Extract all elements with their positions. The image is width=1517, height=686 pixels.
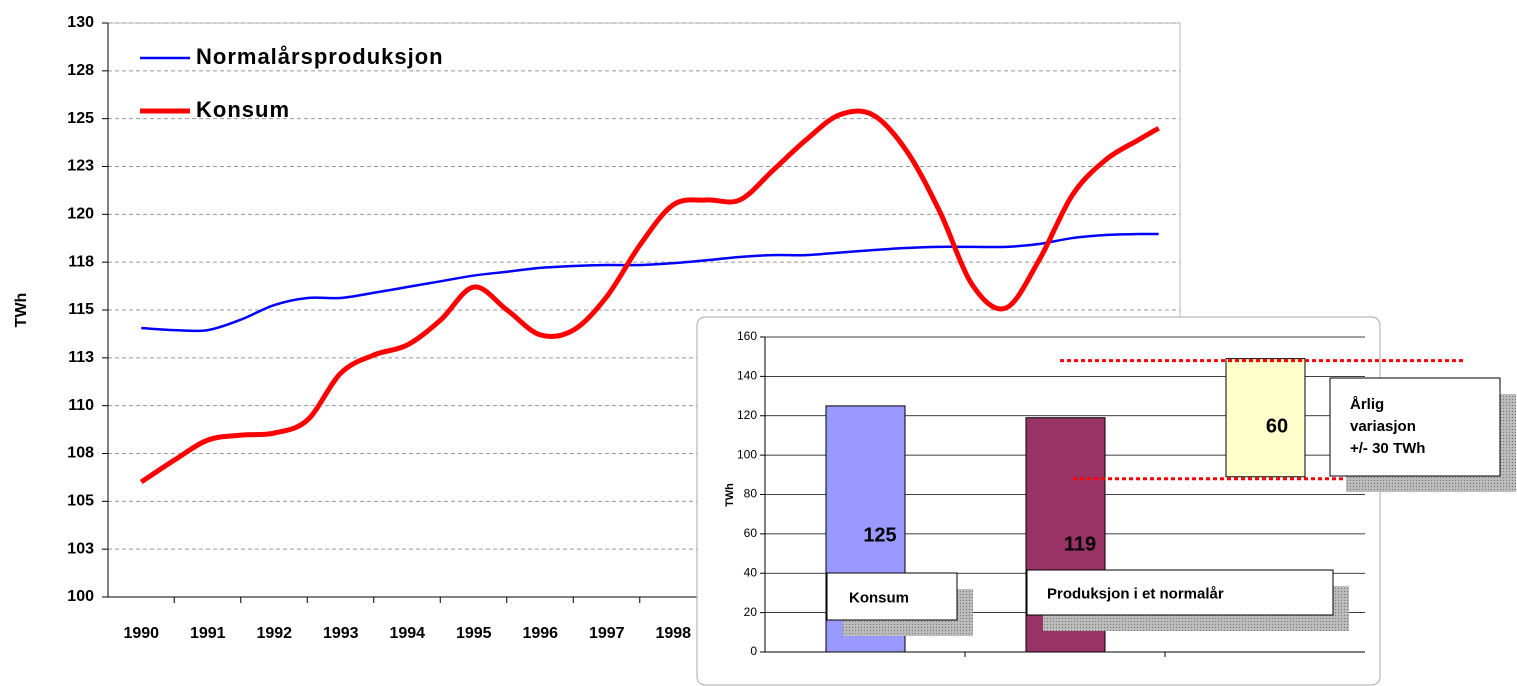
y-tick-label: 80 [744,487,758,501]
x-tick-label: 1996 [522,625,558,642]
y-axis-label: TWh [724,483,736,507]
x-tick-label: 1991 [190,625,226,642]
y-tick-label: 105 [67,493,94,510]
bar [1225,358,1306,478]
y-tick-label: 100 [67,588,94,605]
x-tick-label: 1993 [323,625,359,642]
series-line [141,232,1159,333]
value-label: 60 [1266,415,1288,437]
y-tick-label: 60 [744,526,758,540]
x-tick-label: 1992 [256,625,292,642]
x-tick-label: 1997 [589,625,625,642]
annotation-box [826,572,958,621]
y-tick-label: 100 [737,447,757,461]
x-tick-label: 1990 [123,625,159,642]
annotation-box [1329,377,1501,477]
inset-chart: 0 20 40 60 80 100 120 140 160 TWh 125 119 60 Konsum Pr… [696,316,1516,686]
y-tick-label: 123 [67,158,94,175]
y-tick-label: 118 [68,253,94,270]
annotation: Årlig [1350,396,1384,413]
y-tick-label: 125 [67,110,94,127]
y-tick-label: 113 [68,349,94,366]
value-label: 119 [1064,533,1096,555]
y-tick-label: 0 [750,644,757,658]
y-tick-label: 128 [67,62,94,79]
annotation-box [1026,569,1334,616]
y-tick-label: 115 [68,301,94,318]
legend-label: Normalårsproduksjon [196,44,444,69]
value-label: 125 [863,524,896,546]
y-tick-label: 160 [737,329,757,343]
x-tick-label: 1994 [389,625,425,642]
y-tick-label: 120 [67,206,94,223]
legend-label: Konsum [196,97,290,122]
y-tick-label: 110 [68,397,94,414]
main-chart: 100 103 105 108 110 113 115 118 120 123 125 128 130 1… [13,14,1181,642]
annotation: +/- 30 TWh [1350,440,1425,457]
y-tick-label: 40 [744,565,758,579]
series-line [139,108,1160,485]
y-tick-label: 140 [737,369,757,383]
annotation: Konsum [849,589,909,606]
y-tick-label: 20 [744,605,758,619]
y-tick-label: 108 [67,445,94,462]
x-tick-label: 1995 [456,625,492,642]
y-tick-label: 120 [737,408,757,422]
y-axis-label: TWh [13,293,30,328]
y-tick-label: 103 [67,540,94,557]
y-tick-label: 130 [67,14,94,31]
annotation: Produksjon i et normalår [1047,585,1224,602]
annotation: variasjon [1350,418,1416,435]
x-tick-label: 1998 [655,625,691,642]
